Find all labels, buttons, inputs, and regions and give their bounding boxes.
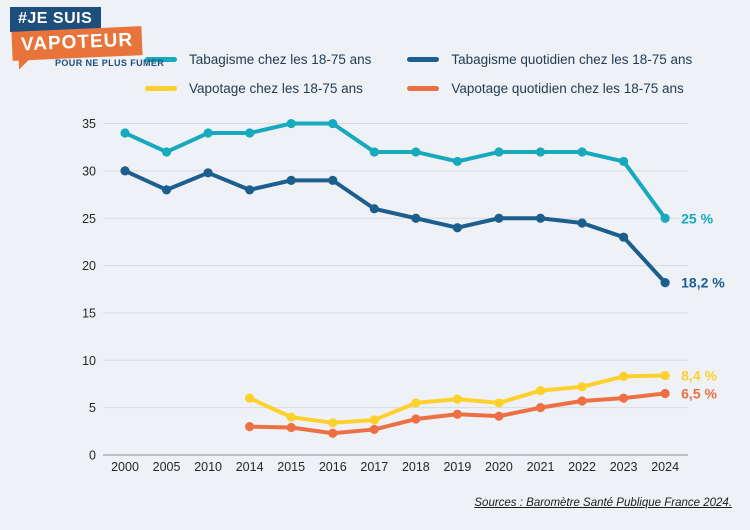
data-point-3-2024 <box>660 388 670 399</box>
x-tick-label: 2017 <box>360 460 388 474</box>
data-point-1-2014 <box>245 185 255 195</box>
end-value-label-0: 25 % <box>681 210 713 226</box>
source-link[interactable]: Sources : Baromètre Santé Publique Franc… <box>474 497 732 509</box>
data-point-1-2015 <box>286 175 296 185</box>
x-tick-label: 2018 <box>402 460 430 474</box>
x-tick-label: 2019 <box>443 460 471 474</box>
data-point-2-2023 <box>619 371 629 381</box>
x-tick-label: 2020 <box>485 460 513 474</box>
data-point-1-2020 <box>494 213 504 223</box>
legend-item-tabagisme: Tabagisme chez les 18-75 ans <box>145 52 371 67</box>
data-point-1-2018 <box>411 213 421 223</box>
legend-label: Tabagisme chez les 18-75 ans <box>189 52 372 67</box>
data-point-1-2023 <box>619 232 629 242</box>
logo-line2-text: VAPOTEUR <box>20 29 134 56</box>
x-tick-label: 2005 <box>153 460 181 474</box>
y-tick-label: 35 <box>82 117 96 131</box>
jesuisvapoteur-logo: #JE SUIS VAPOTEUR POUR NE PLUS FUMER <box>10 7 164 70</box>
logo-tagline: POUR NE PLUS FUMER <box>55 58 165 68</box>
legend-item-tabagisme-quotidien: Tabagisme quotidien chez les 18-75 ans <box>407 52 692 67</box>
data-point-0-2024 <box>660 213 670 223</box>
data-point-0-2010 <box>203 128 213 138</box>
data-point-1-2010 <box>203 168 213 178</box>
x-tick-label: 2022 <box>568 460 596 474</box>
data-point-1-2016 <box>328 175 338 185</box>
data-point-1-2017 <box>369 204 379 214</box>
legend-swatch-icon <box>407 57 440 62</box>
data-point-3-2019 <box>452 409 462 419</box>
data-point-2-2021 <box>535 386 546 396</box>
legend-label: Vapotage chez les 18-75 ans <box>189 81 363 96</box>
series-line-0 <box>123 121 668 221</box>
end-value-label-3: 6,5 % <box>681 385 717 401</box>
data-point-0-2000 <box>120 128 130 138</box>
data-point-2-2014 <box>245 393 255 403</box>
data-point-1-2019 <box>452 223 462 233</box>
data-point-1-2005 <box>161 185 172 195</box>
legend-label: Vapotage quotidien chez les 18-75 ans <box>451 81 684 96</box>
y-tick-label: 5 <box>89 401 96 415</box>
data-point-1-2021 <box>535 213 546 223</box>
data-point-3-2015 <box>286 422 296 433</box>
end-value-label-2: 8,4 % <box>681 367 717 383</box>
data-point-3-2022 <box>577 396 587 406</box>
y-tick-label: 15 <box>82 306 96 320</box>
data-point-1-2000 <box>120 166 130 176</box>
data-point-2-2020 <box>494 398 504 408</box>
data-point-0-2014 <box>245 128 255 138</box>
x-tick-label: 2014 <box>236 460 264 474</box>
y-tick-label: 20 <box>82 259 96 273</box>
data-point-3-2014 <box>245 421 255 432</box>
data-point-0-2020 <box>494 147 504 157</box>
data-point-0-2015 <box>286 118 296 129</box>
series-line-1 <box>123 168 668 285</box>
data-point-2-2017 <box>369 415 379 425</box>
y-tick-label: 0 <box>89 449 96 463</box>
x-tick-label: 2023 <box>610 460 638 474</box>
x-tick-label: 2015 <box>277 460 305 474</box>
data-point-0-2022 <box>577 147 587 157</box>
data-point-1-2024 <box>660 278 670 288</box>
x-tick-label: 2021 <box>527 460 555 474</box>
data-point-0-2005 <box>161 147 172 157</box>
data-point-3-2017 <box>369 424 379 435</box>
legend-label: Tabagisme quotidien chez les 18-75 ans <box>451 52 693 67</box>
data-point-0-2023 <box>619 156 629 167</box>
data-point-2-2015 <box>286 412 296 422</box>
y-tick-label: 25 <box>82 212 96 226</box>
data-point-2-2022 <box>577 382 587 392</box>
y-tick-label: 30 <box>82 164 96 178</box>
data-point-0-2016 <box>328 118 338 129</box>
data-point-0-2018 <box>411 147 421 157</box>
legend-swatch-icon <box>145 86 177 91</box>
legend-item-vapotage: Vapotage chez les 18-75 ans <box>145 81 371 96</box>
data-point-2-2024 <box>660 370 670 381</box>
data-point-1-2022 <box>577 218 587 228</box>
data-point-3-2016 <box>328 428 338 438</box>
data-point-0-2019 <box>452 156 462 167</box>
logo-speech-bubble-tail <box>18 59 31 70</box>
data-point-2-2016 <box>328 418 338 428</box>
data-point-2-2018 <box>411 398 421 408</box>
x-tick-label: 2024 <box>651 460 679 474</box>
legend-item-vapotage-quotidien: Vapotage quotidien chez les 18-75 ans <box>407 81 692 96</box>
end-value-label-1: 18,2 % <box>681 275 725 291</box>
legend-swatch-icon <box>407 86 440 91</box>
logo-line2: VAPOTEUR <box>11 26 143 70</box>
data-point-3-2021 <box>535 403 546 413</box>
legend-swatch-icon <box>145 57 177 62</box>
data-point-0-2017 <box>369 147 379 157</box>
y-tick-label: 10 <box>82 354 96 368</box>
chart-legend: Tabagisme chez les 18-75 ans Tabagisme q… <box>145 52 692 96</box>
data-point-0-2021 <box>535 147 546 157</box>
x-tick-label: 2016 <box>319 460 347 474</box>
x-tick-label: 2000 <box>111 460 139 474</box>
data-point-2-2019 <box>452 394 462 404</box>
data-point-3-2020 <box>494 411 504 421</box>
data-point-3-2023 <box>619 393 629 403</box>
x-tick-label: 2010 <box>194 460 222 474</box>
data-point-3-2018 <box>411 414 421 424</box>
logo-line1: #JE SUIS <box>10 7 102 32</box>
